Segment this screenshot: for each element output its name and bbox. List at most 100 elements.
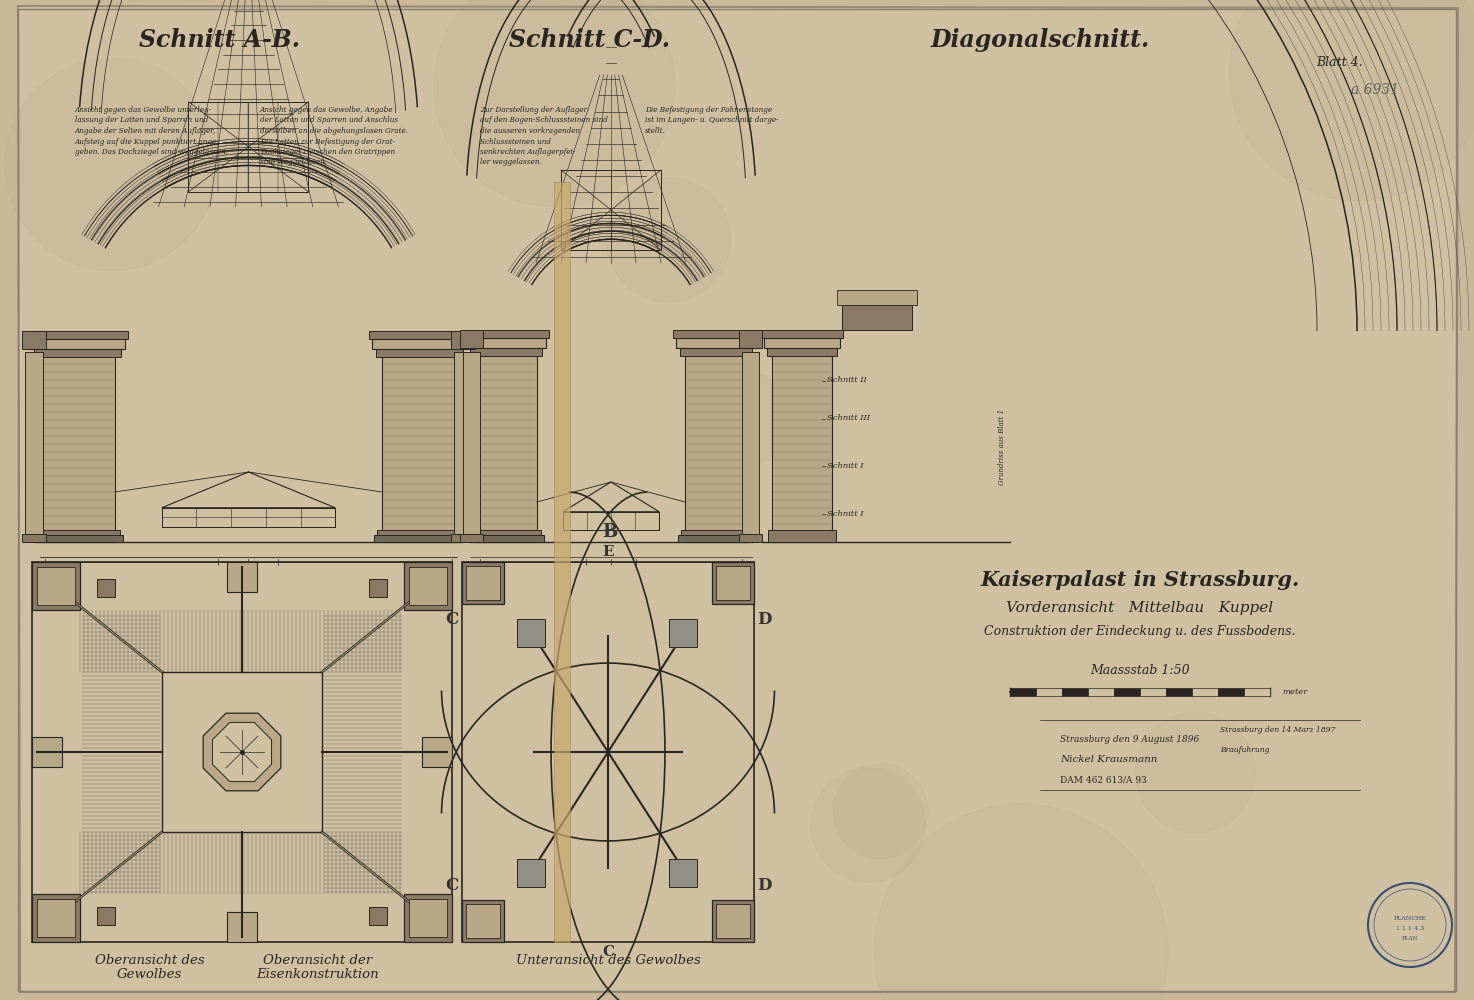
Text: Schnitt I: Schnitt I	[827, 510, 864, 518]
Text: Nickel Krausmann: Nickel Krausmann	[1060, 756, 1157, 764]
Bar	[1166, 688, 1192, 696]
Bar	[1139, 688, 1166, 696]
Text: C: C	[445, 610, 458, 628]
Bar	[772, 352, 831, 542]
Bar	[842, 305, 912, 330]
Bar	[22, 534, 46, 542]
Text: Oberansicht der: Oberansicht der	[262, 954, 373, 966]
Bar	[764, 338, 840, 348]
Bar	[189, 102, 308, 192]
Circle shape	[833, 764, 927, 859]
Text: ist im Langen- u. Querschnitt darge-: ist im Langen- u. Querschnitt darge-	[646, 116, 778, 124]
Text: Grundriss aus Blatt 1: Grundriss aus Blatt 1	[998, 409, 1005, 485]
Bar	[29, 339, 125, 349]
Text: die ausseren vorkragenden: die ausseren vorkragenden	[481, 127, 581, 135]
Text: Aufsteig auf die Kuppel punktiert ange-: Aufsteig auf die Kuppel punktiert ange-	[75, 137, 220, 145]
Text: senkrechten Auflagerpfei-: senkrechten Auflagerpfei-	[481, 148, 575, 156]
Polygon shape	[18, 6, 1458, 992]
Text: C: C	[601, 945, 615, 959]
Bar	[678, 535, 755, 542]
Bar	[227, 562, 256, 592]
Circle shape	[1135, 713, 1256, 833]
Bar	[677, 338, 756, 348]
Text: Schnitt III: Schnitt III	[827, 414, 870, 422]
Text: D: D	[756, 610, 771, 628]
Bar	[404, 562, 453, 610]
Bar	[681, 530, 750, 542]
Bar	[712, 562, 755, 604]
Bar	[680, 348, 752, 356]
Text: lassung der Latten und Sparren und: lassung der Latten und Sparren und	[75, 116, 208, 124]
Bar	[461, 900, 504, 942]
Bar	[554, 182, 570, 942]
Bar	[451, 534, 475, 542]
Bar	[1114, 688, 1139, 696]
Text: PLANCHE: PLANCHE	[1393, 916, 1427, 920]
Text: D: D	[756, 876, 771, 894]
Bar	[227, 912, 256, 942]
Circle shape	[6, 58, 218, 271]
Text: Schnitt II: Schnitt II	[827, 376, 867, 384]
Text: Die Befestigung der Fahnenstange: Die Befestigung der Fahnenstange	[646, 106, 772, 114]
Bar	[460, 330, 483, 348]
Text: Kaiserpalast in Strassburg.: Kaiserpalast in Strassburg.	[980, 570, 1300, 590]
Bar	[32, 562, 80, 610]
Text: DAM 462 613/A 93: DAM 462 613/A 93	[1060, 776, 1147, 784]
Bar	[162, 508, 335, 527]
Text: Unteransicht des Gewolbes: Unteransicht des Gewolbes	[516, 954, 700, 966]
Text: B: B	[603, 523, 618, 541]
Bar	[22, 331, 46, 349]
Bar	[454, 352, 472, 537]
Text: PLAN: PLAN	[1402, 936, 1418, 940]
Text: Gewolbes: Gewolbes	[116, 968, 183, 982]
Bar	[716, 566, 750, 600]
Bar	[517, 619, 545, 647]
Bar	[562, 170, 660, 250]
Text: Schnitt A-B.: Schnitt A-B.	[140, 28, 301, 52]
Bar	[738, 330, 762, 348]
Bar	[37, 899, 75, 937]
Bar	[32, 894, 80, 942]
Bar	[368, 907, 388, 925]
Bar	[25, 352, 43, 537]
Bar	[837, 290, 917, 305]
Text: Vorderansicht   Mittelbau   Kuppel: Vorderansicht Mittelbau Kuppel	[1007, 601, 1274, 615]
Bar	[463, 352, 481, 537]
Circle shape	[811, 768, 926, 882]
Text: ler weggelassen.: ler weggelassen.	[481, 158, 542, 166]
Bar	[377, 530, 461, 542]
Bar	[741, 352, 759, 537]
Bar	[469, 535, 544, 542]
Text: Maassstab 1:50: Maassstab 1:50	[1091, 664, 1190, 676]
Bar	[32, 535, 122, 542]
Circle shape	[705, 374, 794, 464]
Bar	[766, 348, 837, 356]
Bar	[451, 331, 475, 349]
Bar	[422, 737, 453, 767]
Bar	[97, 907, 115, 925]
Bar	[685, 352, 747, 542]
Polygon shape	[212, 722, 271, 782]
Bar	[463, 330, 548, 338]
Text: Oberansicht des: Oberansicht des	[94, 954, 205, 966]
Bar	[768, 530, 836, 542]
Text: Zur Darstellung der Auflager: Zur Darstellung der Auflager	[481, 106, 587, 114]
Bar	[40, 352, 115, 542]
Circle shape	[1229, 0, 1474, 201]
Bar	[461, 562, 504, 604]
Text: Strassburg den 9 August 1896: Strassburg den 9 August 1896	[1060, 736, 1200, 744]
Bar	[716, 904, 750, 938]
Bar	[669, 619, 697, 647]
Text: Ansicht gegen das Gewolbe unterleg-: Ansicht gegen das Gewolbe unterleg-	[75, 106, 212, 114]
Bar	[35, 530, 119, 542]
Text: Construktion der Eindeckung u. des Fussbodens.: Construktion der Eindeckung u. des Fussb…	[985, 626, 1296, 639]
Polygon shape	[203, 713, 282, 791]
Bar	[517, 859, 545, 887]
Bar	[382, 352, 457, 542]
Text: Schlusssteinen und: Schlusssteinen und	[481, 137, 551, 145]
Text: Blatt 4.: Blatt 4.	[1316, 56, 1363, 70]
Circle shape	[606, 178, 731, 302]
Circle shape	[433, 0, 675, 206]
Text: sind weggelassen.: sind weggelassen.	[259, 158, 327, 166]
Bar	[376, 349, 463, 357]
